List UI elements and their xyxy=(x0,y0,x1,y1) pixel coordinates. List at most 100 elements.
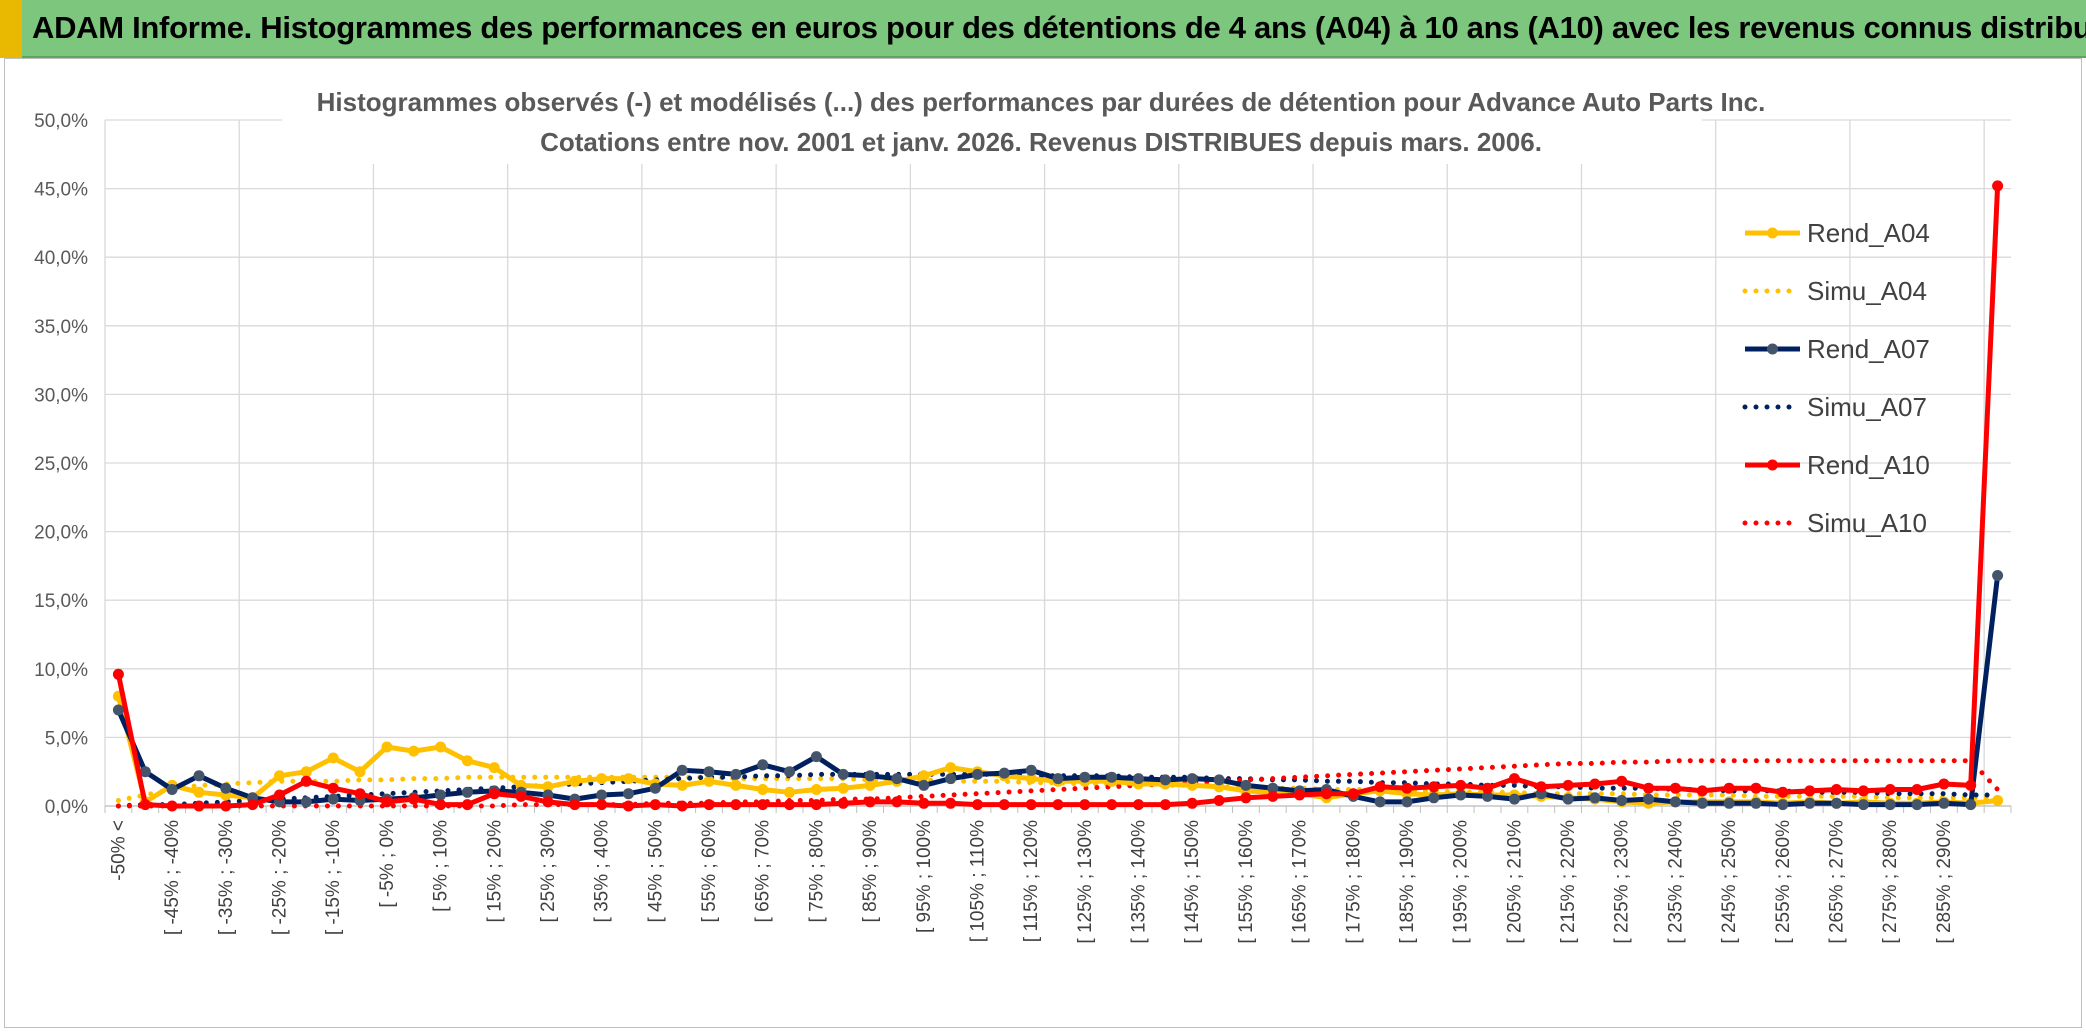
data-point xyxy=(1508,773,1520,785)
data-point xyxy=(1213,795,1225,806)
data-point xyxy=(354,766,366,778)
data-point xyxy=(1804,797,1816,809)
x-tick-label: [ 275% ; 280% xyxy=(1880,820,1901,944)
legend-item-rend-a10: Rend_A10 xyxy=(1745,450,1930,480)
data-point xyxy=(784,799,795,811)
x-tick-label: [ -35% ; -30% xyxy=(216,820,237,935)
legend-item-rend-a04: Rend_A04 xyxy=(1745,218,1930,248)
data-point xyxy=(1401,782,1413,794)
data-point xyxy=(1347,788,1359,800)
data-point xyxy=(757,784,769,795)
data-point xyxy=(998,799,1010,811)
data-point xyxy=(274,789,285,801)
data-point xyxy=(1831,797,1842,809)
data-point xyxy=(1857,799,1869,811)
data-point xyxy=(1159,774,1171,786)
x-tick-label: [ 105% ; 110% xyxy=(967,820,988,942)
title-background xyxy=(282,78,1702,164)
data-point xyxy=(139,766,151,778)
x-tick-label: [ -15% ; -10% xyxy=(323,820,344,935)
data-point xyxy=(1374,796,1386,808)
x-tick-label: [ 285% ; 290% xyxy=(1934,820,1955,944)
data-point xyxy=(810,751,822,763)
data-point xyxy=(784,786,795,798)
data-point xyxy=(676,800,688,812)
y-axis: 0,0% 5,0% 10,0% 15,0% 20,0% 25,0% 30,0% 35,0% 40… xyxy=(34,111,88,818)
x-tick-label: -50% < xyxy=(108,820,129,881)
data-point xyxy=(945,762,957,774)
data-point xyxy=(1267,790,1279,802)
x-tick-label: [ 135% ; 140% xyxy=(1129,820,1150,944)
data-point xyxy=(1911,799,1923,811)
legend-item-simu-a07: Simu_A07 xyxy=(1742,392,1927,422)
x-tick-label: [ 35% ; 40% xyxy=(592,820,613,923)
data-point xyxy=(1643,793,1655,805)
x-tick-label: [ 215% ; 220% xyxy=(1558,820,1579,944)
data-point xyxy=(1992,795,2004,806)
page-title: ADAM Informe. Histogrammes des performan… xyxy=(32,10,2086,45)
x-tick-label: [ 45% ; 50% xyxy=(645,820,666,923)
data-point xyxy=(1884,784,1896,795)
data-point xyxy=(193,786,205,798)
data-point xyxy=(1428,781,1440,793)
data-point xyxy=(461,755,473,767)
data-point xyxy=(327,793,339,805)
data-point xyxy=(596,773,608,785)
data-point xyxy=(730,768,742,780)
data-point xyxy=(569,775,581,787)
data-point xyxy=(193,770,205,782)
x-tick-label: [ 85% ; 90% xyxy=(860,820,881,923)
data-point xyxy=(1455,779,1467,791)
legend-marker xyxy=(1767,459,1778,471)
data-point xyxy=(542,781,554,793)
data-point xyxy=(461,786,473,798)
x-axis: -50% < [ -45% ; -40% [ -35% ; -30% [ -25% ;… xyxy=(104,805,2012,944)
data-point xyxy=(945,797,957,809)
data-point xyxy=(220,800,232,812)
data-point xyxy=(837,797,849,809)
legend-item-simu-a04: Simu_A04 xyxy=(1742,276,1927,306)
x-tick-label: [ 115% ; 120% xyxy=(1021,820,1042,942)
data-point xyxy=(139,799,151,811)
data-point xyxy=(972,799,983,811)
x-tick-label: [ 155% ; 160% xyxy=(1236,820,1257,944)
data-point xyxy=(1696,797,1708,809)
data-point xyxy=(300,775,312,787)
data-point xyxy=(1240,779,1252,791)
series-layer xyxy=(112,180,2004,812)
data-point xyxy=(327,782,339,794)
legend-label: Simu_A07 xyxy=(1807,392,1927,422)
data-point xyxy=(1401,796,1413,808)
data-point xyxy=(1669,782,1681,794)
data-point xyxy=(1106,771,1118,783)
data-point xyxy=(864,770,876,782)
x-tick-label: [ 65% ; 70% xyxy=(753,820,774,923)
data-point xyxy=(1455,789,1467,801)
y-tick-label: 40,0% xyxy=(34,248,88,269)
x-tick-label: [ 75% ; 80% xyxy=(806,820,827,923)
x-tick-label: [ 5% ; 10% xyxy=(431,820,452,912)
data-point xyxy=(569,799,581,811)
data-point xyxy=(1106,799,1118,811)
data-point xyxy=(810,799,822,811)
data-point xyxy=(703,766,715,778)
banner: ADAM Informe. Histogrammes des performan… xyxy=(0,0,2086,58)
data-point xyxy=(1508,793,1520,805)
data-point xyxy=(220,782,232,794)
y-tick-label: 45,0% xyxy=(34,180,88,201)
legend-label: Rend_A04 xyxy=(1807,218,1930,248)
data-point xyxy=(891,773,903,785)
grid xyxy=(104,119,2011,807)
data-point xyxy=(408,745,420,757)
data-point xyxy=(730,799,742,811)
x-tick-label: [ 25% ; 30% xyxy=(538,820,559,923)
x-tick-label: [ 145% ; 150% xyxy=(1182,820,1203,944)
data-point xyxy=(1079,799,1091,811)
data-point xyxy=(1857,785,1869,797)
data-point xyxy=(408,793,420,805)
data-point xyxy=(1374,781,1386,793)
data-point xyxy=(1159,799,1171,811)
data-point xyxy=(1482,790,1493,802)
data-point xyxy=(1025,764,1037,776)
